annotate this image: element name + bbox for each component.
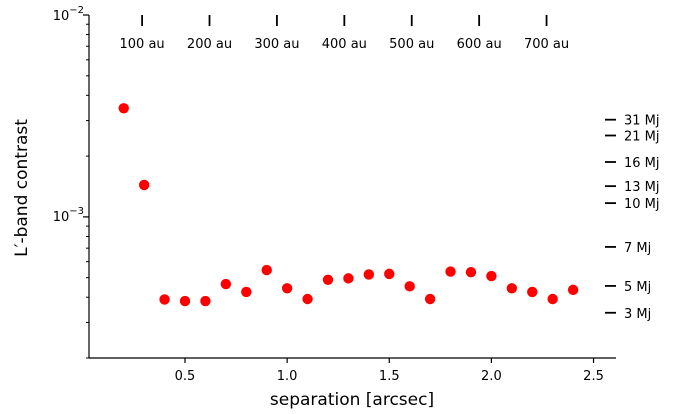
top-tick-label: 500 au [389,37,434,52]
data-point [363,269,375,280]
top-tick-label: 100 au [120,37,165,52]
y-tick-label: 10−3 [53,206,84,225]
right-tick-label: 13 Mj [624,180,660,195]
data-point [547,293,558,305]
top-tick-label: 700 au [524,37,569,52]
data-point [281,283,293,294]
data-point [138,179,150,191]
right-tick-label: 16 Mj [624,156,660,171]
right-tick-label: 31 Mj [624,114,660,129]
top-tick-label: 200 au [187,37,232,52]
data-point [302,293,313,305]
right-tick-label: 10 Mj [624,197,660,212]
y-axis-ticks: 10−3 10−2 [53,5,89,359]
x-tick-label: 2.5 [583,369,604,384]
x-tick-label: 0.5 [175,369,196,384]
data-points [118,103,579,307]
data-point [404,281,415,292]
top-tick-label: 300 au [254,37,299,52]
right-tick-label: 5 Mj [624,280,651,295]
top-au-axis: 100 au 200 au 300 au 400 au 500 au 600 au 700 … [120,15,569,52]
data-point [384,268,395,280]
data-point [465,267,477,278]
x-axis-ticks: 0.5 1.0 1.5 2.0 2.5 [175,358,604,384]
data-point [506,283,518,294]
data-point [261,264,272,276]
top-tick-label: 600 au [457,37,502,52]
data-point [527,286,538,298]
data-point [424,293,436,305]
data-point [241,286,252,298]
x-axis-label: separation [arcsec] [270,390,434,410]
data-point [179,295,191,307]
data-point [118,103,129,114]
x-tick-label: 1.0 [277,369,298,384]
x-tick-label: 2.0 [481,369,502,384]
top-tick-label: 400 au [322,37,367,52]
data-point [200,295,211,307]
right-tick-label: 21 Mj [624,130,660,145]
data-point [486,270,497,282]
data-point [220,278,232,290]
y-axis-label: L′-band contrast [12,119,32,257]
data-point [322,274,334,285]
data-point [159,294,170,305]
y-tick-label: 10−2 [53,5,84,24]
right-tick-label: 7 Mj [624,241,651,256]
x-tick-label: 1.5 [379,369,400,384]
right-tick-label: 3 Mj [624,307,651,322]
data-point [567,284,579,296]
data-point [445,266,456,277]
data-point [343,273,354,284]
